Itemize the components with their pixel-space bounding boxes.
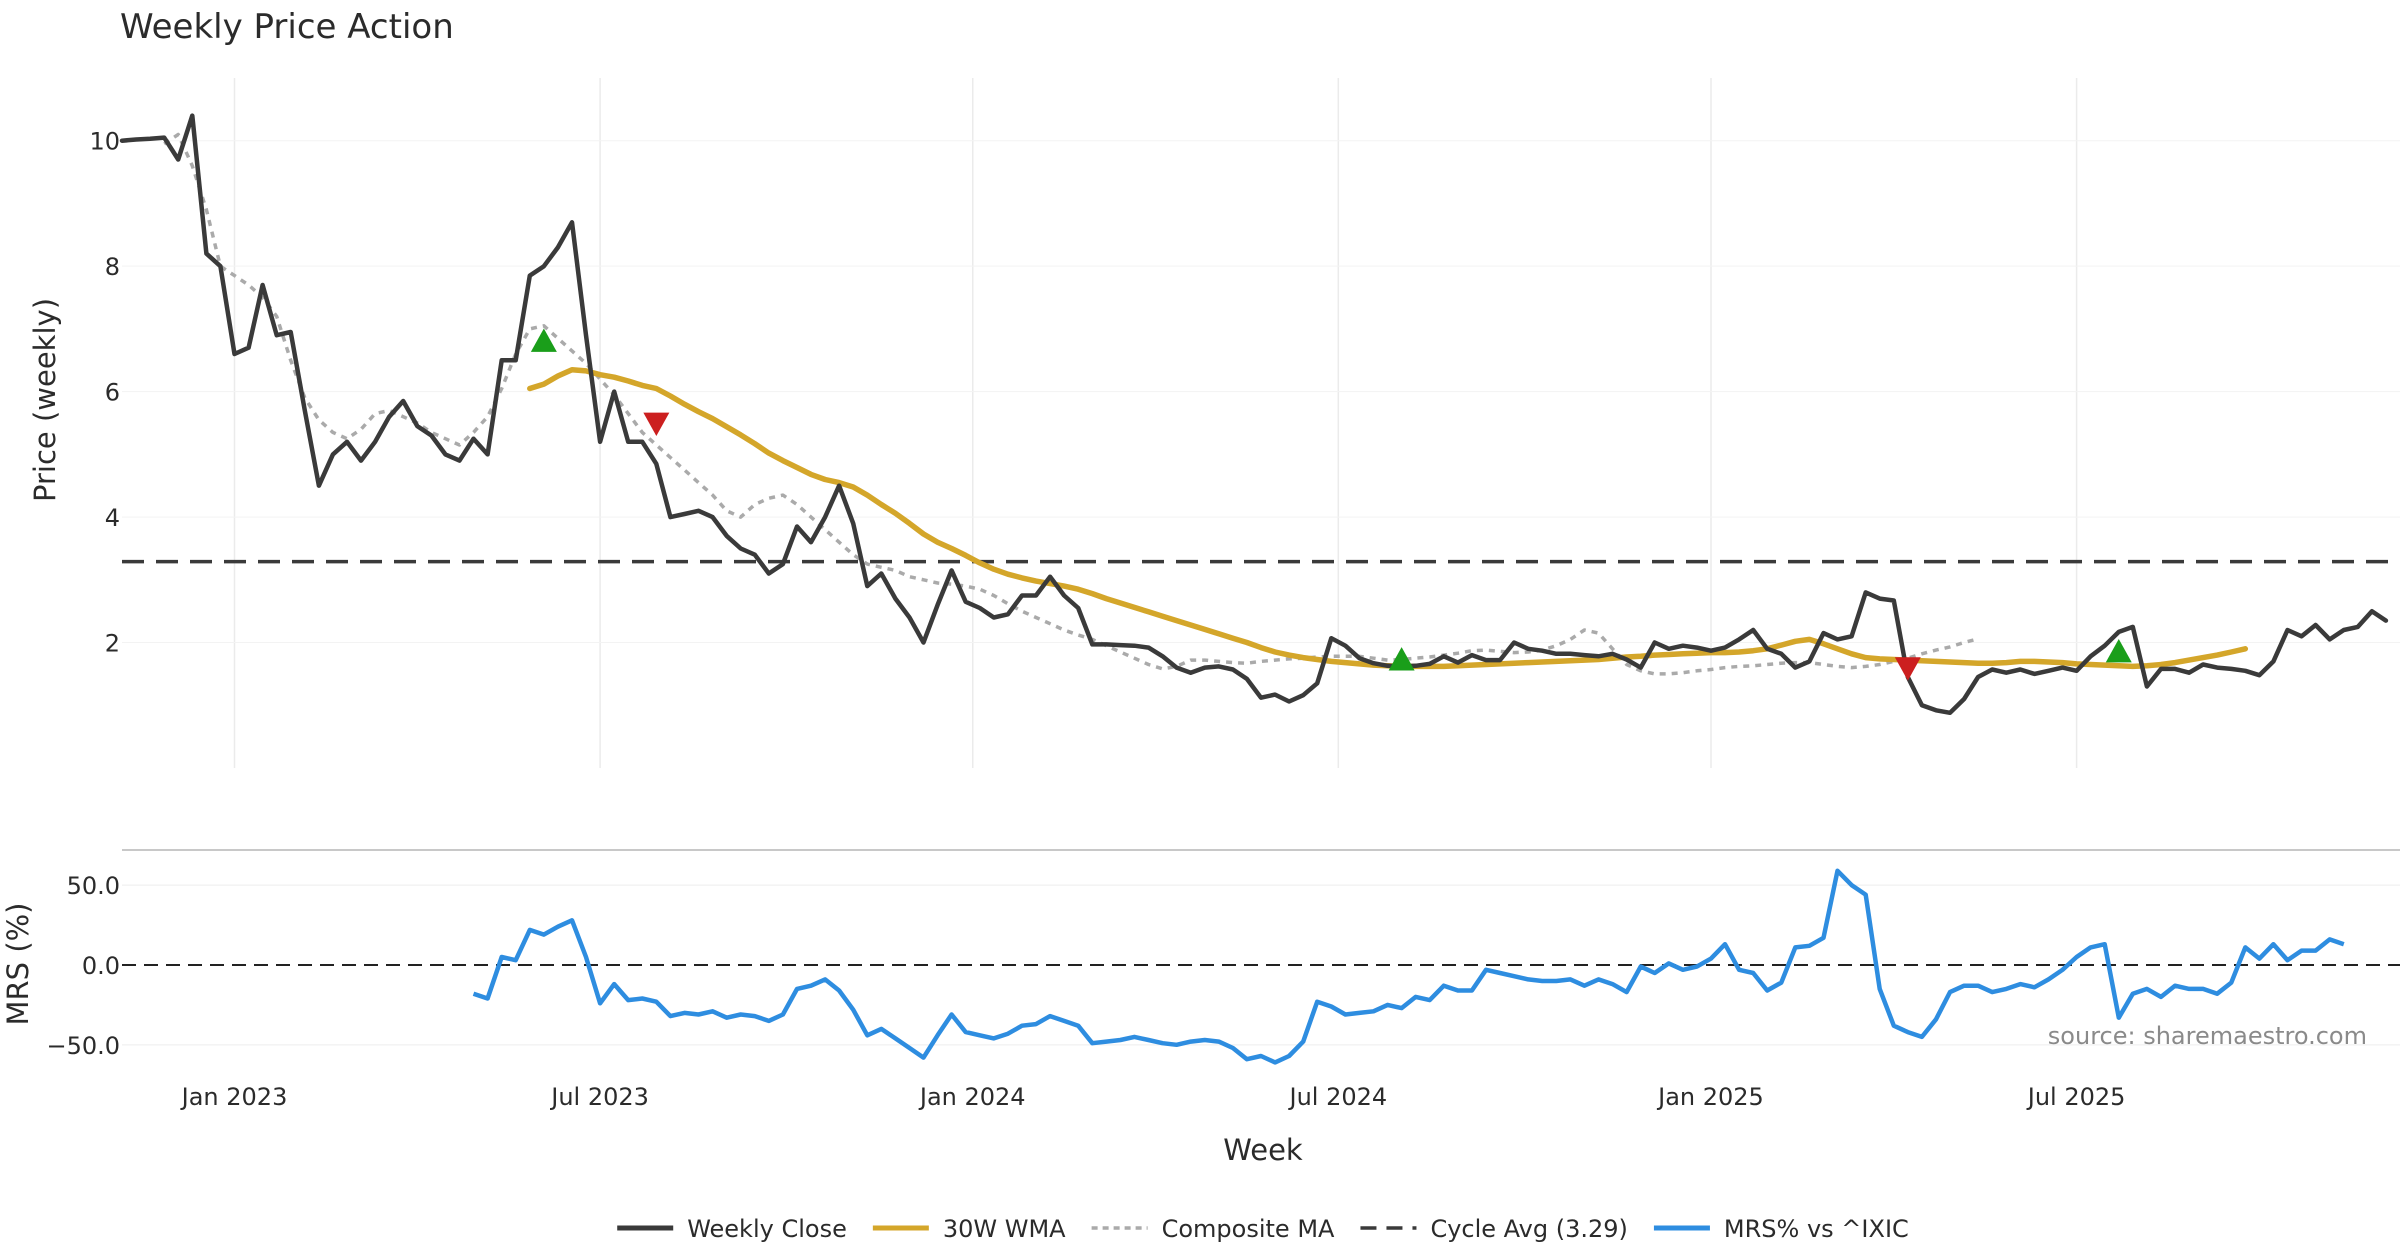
x-tick-label: Jan 2023 [180, 1083, 288, 1111]
series-line-30w-wma [527, 366, 2249, 670]
source-annotation: source: sharemaestro.com [2048, 1022, 2367, 1050]
price-y-axis-label: Price (weekly) [28, 298, 62, 502]
x-tick-label: Jul 2024 [1288, 1083, 1388, 1111]
price-y-tick-label: 8 [105, 253, 120, 281]
buy-signal-marker [530, 328, 557, 352]
legend-label: Composite MA [1162, 1215, 1335, 1243]
chart-title: Weekly Price Action [120, 7, 454, 47]
x-tick-label: Jan 2024 [918, 1083, 1026, 1111]
legend-label: MRS% vs ^IXIC [1724, 1215, 1909, 1243]
price-y-tick-label: 4 [105, 504, 120, 532]
sell-signal-marker [1894, 657, 1921, 681]
x-tick-label: Jul 2025 [2026, 1083, 2126, 1111]
legend: Weekly Close 30W WMA Composite MA Cycle Avg… [617, 1215, 1909, 1243]
legend-label: Cycle Avg (3.29) [1430, 1215, 1627, 1243]
mrs-y-tick-label: −50.0 [46, 1032, 120, 1060]
x-axis-label: Week [1223, 1133, 1303, 1167]
series-line-composite-ma [163, 132, 1979, 676]
x-tick-label: Jan 2025 [1656, 1083, 1764, 1111]
series-line-mrs-vs-ixic [472, 868, 2345, 1065]
price-y-tick-label: 2 [105, 630, 120, 658]
mrs-y-tick-label: 50.0 [67, 872, 120, 900]
buy-signal-marker [1388, 647, 1415, 671]
axis-ticks: Jan 2023 Jul 2023 Jan 2024 Jul 2024 Jan 2025… [46, 128, 2125, 1111]
price-y-tick-label: 10 [89, 128, 120, 156]
signal-markers [530, 328, 2132, 681]
series-layer [119, 113, 2389, 1065]
price-y-tick-label: 6 [105, 379, 120, 407]
sell-signal-marker [643, 412, 670, 436]
mrs-y-tick-label: 0.0 [82, 952, 120, 980]
mrs-y-axis-label: MRS (%) [1, 903, 35, 1026]
series-line-weekly-close [119, 113, 2389, 716]
legend-label: Weekly Close [687, 1215, 847, 1243]
legend-label: 30W WMA [943, 1215, 1066, 1243]
x-tick-label: Jul 2023 [549, 1083, 649, 1111]
buy-signal-marker [2105, 638, 2132, 663]
reference-lines [122, 559, 2400, 966]
grid-layer [122, 78, 2400, 1046]
